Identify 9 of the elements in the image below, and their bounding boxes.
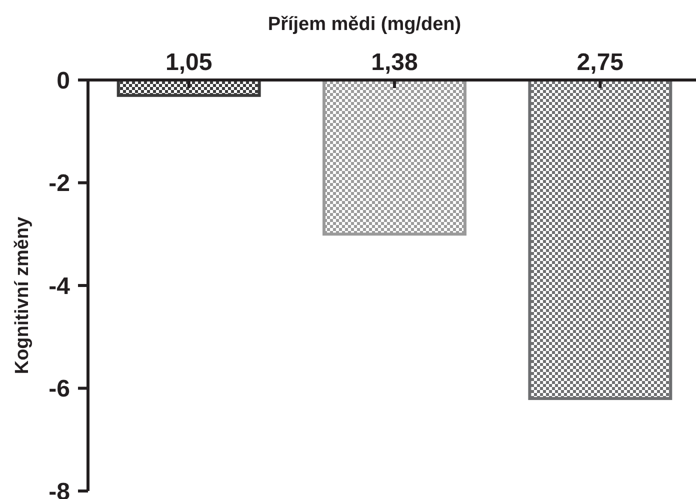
y-axis-title: Kognitivní změny bbox=[12, 216, 33, 374]
x-tick-label: 2,75 bbox=[576, 49, 624, 76]
y-tick-label: 0 bbox=[56, 67, 70, 94]
x-tick-label: 1,38 bbox=[371, 49, 418, 76]
y-tick-label: -2 bbox=[48, 170, 70, 198]
x-tick-label: 1,05 bbox=[165, 49, 212, 76]
x-axis-title: Příjem mědi (mg/den) bbox=[268, 14, 462, 35]
y-tick-label: -6 bbox=[48, 376, 70, 403]
y-tick-label: -4 bbox=[48, 272, 71, 300]
